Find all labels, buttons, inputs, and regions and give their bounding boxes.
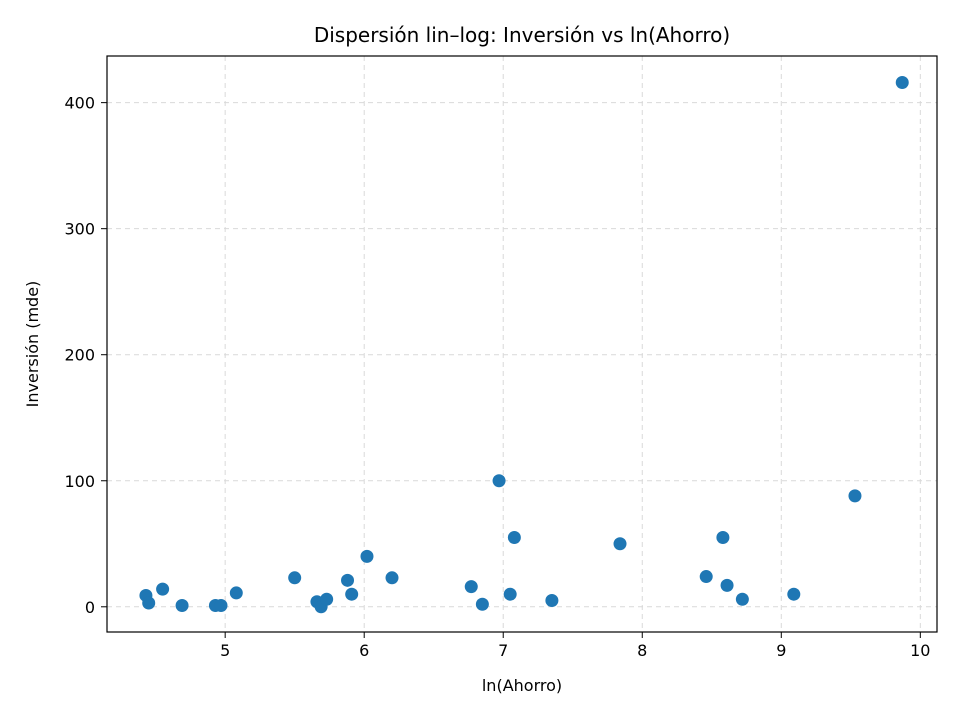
y-tick-label: 300: [64, 220, 95, 239]
y-tick-label: 200: [64, 346, 95, 365]
x-tick-label: 6: [359, 641, 369, 660]
y-tick-label: 0: [85, 598, 95, 617]
data-point: [492, 474, 506, 488]
grid: [107, 56, 937, 632]
y-axis-ticks: 0 100 200 300 400: [64, 94, 107, 617]
data-point: [345, 587, 359, 601]
data-point: [156, 582, 170, 596]
data-point: [360, 549, 374, 563]
data-points: [139, 75, 909, 614]
data-point: [341, 573, 355, 587]
data-point: [716, 530, 730, 544]
data-point: [848, 489, 862, 503]
x-axis-ticks: 5 6 7 8 9 10: [220, 632, 930, 660]
x-axis-label: ln(Ahorro): [482, 676, 562, 695]
data-point: [503, 587, 517, 601]
data-point: [787, 587, 801, 601]
data-point: [175, 599, 189, 613]
y-tick-label: 100: [64, 472, 95, 491]
data-point: [545, 593, 559, 607]
data-point: [142, 596, 156, 610]
data-point: [699, 570, 713, 584]
data-point: [720, 578, 734, 592]
data-point: [288, 571, 302, 585]
x-tick-label: 10: [910, 641, 930, 660]
data-point: [895, 75, 909, 89]
y-axis-label: Inversión (mde): [23, 281, 42, 408]
x-tick-label: 8: [637, 641, 647, 660]
data-point: [464, 580, 478, 594]
data-point: [385, 571, 399, 585]
y-tick-label: 400: [64, 94, 95, 113]
data-point: [613, 537, 627, 551]
x-tick-label: 7: [498, 641, 508, 660]
data-point: [214, 599, 228, 613]
data-point: [507, 530, 521, 544]
plot-frame: [106, 55, 938, 633]
data-point: [229, 586, 243, 600]
data-point: [320, 592, 334, 606]
x-tick-label: 5: [220, 641, 230, 660]
data-point: [735, 592, 749, 606]
data-point: [475, 597, 489, 611]
chart-title: Dispersión lin–log: Inversión vs ln(Ahor…: [314, 23, 730, 47]
x-tick-label: 9: [776, 641, 786, 660]
